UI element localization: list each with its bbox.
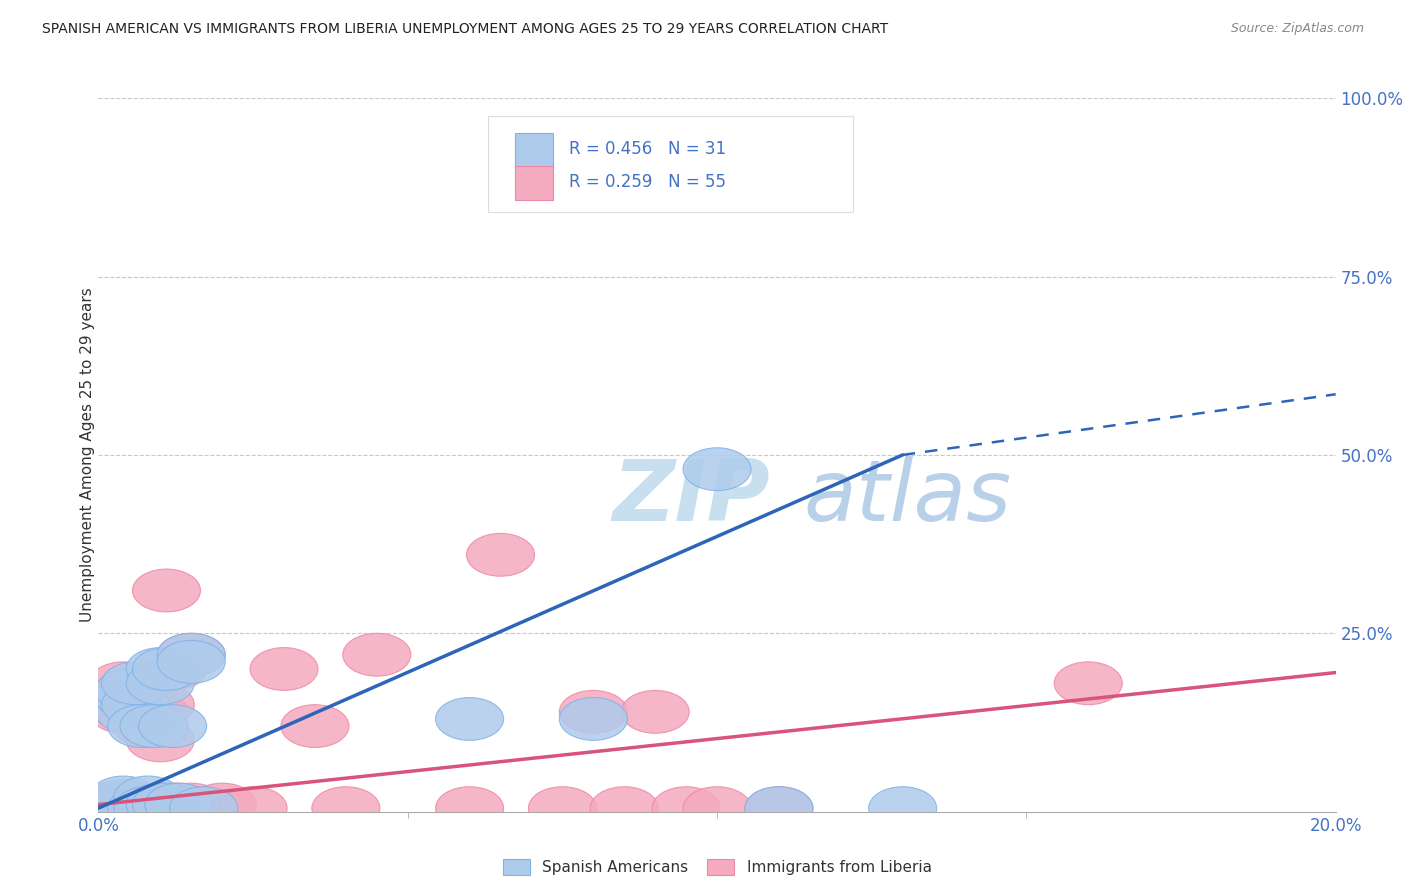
Ellipse shape: [101, 789, 170, 831]
Ellipse shape: [96, 676, 163, 719]
Ellipse shape: [529, 787, 596, 830]
Ellipse shape: [219, 787, 287, 830]
Text: SPANISH AMERICAN VS IMMIGRANTS FROM LIBERIA UNEMPLOYMENT AMONG AGES 25 TO 29 YEA: SPANISH AMERICAN VS IMMIGRANTS FROM LIBE…: [42, 22, 889, 37]
Ellipse shape: [157, 633, 225, 676]
Ellipse shape: [145, 783, 212, 826]
Ellipse shape: [132, 783, 201, 826]
Ellipse shape: [250, 648, 318, 690]
Ellipse shape: [145, 783, 212, 826]
Ellipse shape: [127, 783, 194, 826]
Ellipse shape: [188, 783, 256, 826]
Ellipse shape: [560, 690, 627, 733]
Ellipse shape: [652, 787, 720, 830]
Text: atlas: atlas: [804, 456, 1012, 540]
Ellipse shape: [127, 683, 194, 726]
Ellipse shape: [89, 776, 157, 819]
Ellipse shape: [436, 787, 503, 830]
Ellipse shape: [83, 787, 150, 830]
Ellipse shape: [157, 633, 225, 676]
Ellipse shape: [745, 787, 813, 830]
Ellipse shape: [114, 787, 181, 830]
Ellipse shape: [150, 787, 219, 830]
Ellipse shape: [96, 789, 163, 831]
Ellipse shape: [114, 705, 181, 747]
Ellipse shape: [77, 789, 145, 831]
Ellipse shape: [108, 787, 176, 830]
Ellipse shape: [83, 783, 150, 826]
Ellipse shape: [101, 669, 170, 712]
Ellipse shape: [436, 698, 503, 740]
Ellipse shape: [139, 783, 207, 826]
Ellipse shape: [281, 705, 349, 747]
Ellipse shape: [745, 787, 813, 830]
Ellipse shape: [101, 787, 170, 830]
Ellipse shape: [132, 569, 201, 612]
Ellipse shape: [157, 640, 225, 683]
Text: R = 0.259   N = 55: R = 0.259 N = 55: [568, 173, 725, 191]
Ellipse shape: [101, 683, 170, 726]
Text: ZIP: ZIP: [612, 456, 769, 540]
Ellipse shape: [114, 787, 181, 830]
Ellipse shape: [77, 783, 145, 826]
Ellipse shape: [1054, 662, 1122, 705]
Text: R = 0.456   N = 31: R = 0.456 N = 31: [568, 140, 725, 158]
Ellipse shape: [108, 787, 176, 830]
Ellipse shape: [89, 789, 157, 831]
Ellipse shape: [96, 669, 163, 712]
FancyBboxPatch shape: [516, 133, 553, 168]
Ellipse shape: [89, 780, 157, 822]
Ellipse shape: [89, 690, 157, 733]
Ellipse shape: [591, 787, 658, 830]
Ellipse shape: [869, 787, 936, 830]
Ellipse shape: [114, 776, 181, 819]
Ellipse shape: [139, 648, 207, 690]
Legend: Spanish Americans, Immigrants from Liberia: Spanish Americans, Immigrants from Liber…: [502, 859, 932, 875]
FancyBboxPatch shape: [488, 116, 853, 212]
Ellipse shape: [157, 783, 225, 826]
Ellipse shape: [101, 662, 170, 705]
Ellipse shape: [170, 787, 238, 830]
Ellipse shape: [127, 783, 194, 826]
Ellipse shape: [83, 787, 150, 830]
Ellipse shape: [83, 787, 150, 830]
Ellipse shape: [132, 648, 201, 690]
Ellipse shape: [120, 705, 188, 747]
Y-axis label: Unemployment Among Ages 25 to 29 years: Unemployment Among Ages 25 to 29 years: [80, 287, 94, 623]
Ellipse shape: [70, 787, 139, 830]
Ellipse shape: [120, 690, 188, 733]
Ellipse shape: [683, 448, 751, 491]
Ellipse shape: [683, 787, 751, 830]
Ellipse shape: [67, 787, 135, 830]
Ellipse shape: [70, 783, 139, 826]
Ellipse shape: [312, 787, 380, 830]
Ellipse shape: [77, 787, 145, 830]
Ellipse shape: [108, 789, 176, 831]
Text: Source: ZipAtlas.com: Source: ZipAtlas.com: [1230, 22, 1364, 36]
Ellipse shape: [343, 633, 411, 676]
Ellipse shape: [83, 683, 150, 726]
Ellipse shape: [127, 648, 194, 690]
Ellipse shape: [89, 662, 157, 705]
Ellipse shape: [70, 787, 139, 830]
Ellipse shape: [108, 783, 176, 826]
Ellipse shape: [77, 789, 145, 831]
Ellipse shape: [101, 787, 170, 830]
FancyBboxPatch shape: [516, 166, 553, 200]
Ellipse shape: [127, 719, 194, 762]
Ellipse shape: [560, 698, 627, 740]
Ellipse shape: [467, 533, 534, 576]
Ellipse shape: [621, 690, 689, 733]
Ellipse shape: [96, 690, 163, 733]
Ellipse shape: [139, 705, 207, 747]
Ellipse shape: [108, 705, 176, 747]
Ellipse shape: [96, 787, 163, 830]
Ellipse shape: [83, 783, 150, 826]
Ellipse shape: [89, 676, 157, 719]
Ellipse shape: [127, 662, 194, 705]
Ellipse shape: [120, 705, 188, 747]
Ellipse shape: [120, 787, 188, 830]
Ellipse shape: [96, 783, 163, 826]
